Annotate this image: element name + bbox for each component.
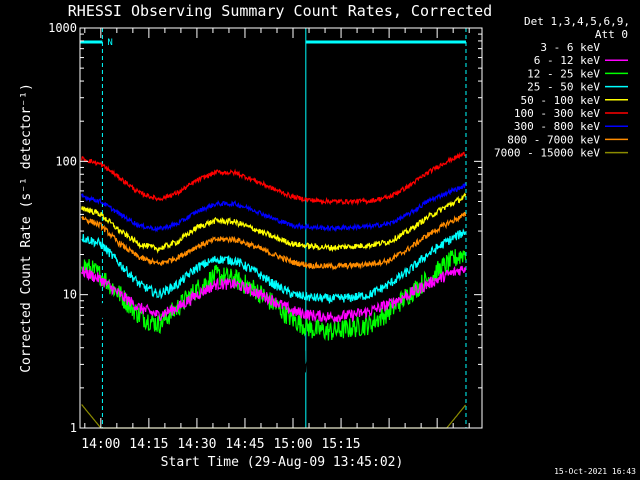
x-tick-label: 14:45 — [225, 437, 264, 452]
x-tick-label: 14:15 — [129, 437, 168, 452]
y-tick-label: 1000 — [48, 21, 77, 35]
y-axis-label: Corrected Count Rate (s⁻¹ detector⁻¹) — [19, 83, 34, 373]
x-tick-label: 14:30 — [177, 437, 216, 452]
legend-entry-label: 300 - 800 keV — [514, 120, 600, 133]
series-line — [81, 265, 467, 324]
series-line — [81, 192, 467, 254]
x-tick-label: 15:00 — [273, 437, 312, 452]
x-tick-label: 15:15 — [321, 437, 360, 452]
plot-frame — [79, 27, 483, 429]
legend-entry-label: 25 - 50 keV — [527, 81, 600, 94]
legend-entry-label: 3 - 6 keV — [540, 41, 600, 54]
y-tick-label: 100 — [55, 154, 77, 168]
legend-entry-label: 800 - 7000 keV — [507, 133, 600, 146]
series-line — [81, 287, 467, 375]
y-tick-label: 10 — [63, 288, 77, 302]
render-timestamp: 15-Oct-2021 16:43 — [554, 467, 636, 476]
legend-header-line-1: Det 1,3,4,5,6,9, — [524, 15, 630, 28]
legend-entry-label: 12 - 25 keV — [527, 67, 600, 80]
x-tick-label: 14:00 — [81, 437, 120, 452]
legend-entry-label: 7000 - 15000 keV — [494, 147, 600, 160]
chart-title: RHESSI Observing Summary Count Rates, Co… — [68, 2, 492, 20]
night-label: N — [107, 38, 112, 48]
series-line — [81, 211, 467, 271]
legend-entry-label: 100 - 300 keV — [514, 107, 600, 120]
series-line — [81, 228, 466, 304]
y-tick-label: 1 — [70, 421, 77, 435]
plot-area: N — [80, 28, 467, 429]
series-line — [81, 151, 466, 206]
series-line — [81, 182, 467, 233]
legend-entry-label: 6 - 12 keV — [534, 54, 601, 67]
legend-header-line-2: Att 0 — [595, 28, 628, 41]
x-axis-label: Start Time (29-Aug-09 13:45:02) — [161, 455, 404, 470]
legend-entry-label: 50 - 100 keV — [521, 94, 601, 107]
axes: 1 10 100 1000 14:00 14:15 14:30 14:45 15:00 15:15 — [48, 21, 483, 452]
